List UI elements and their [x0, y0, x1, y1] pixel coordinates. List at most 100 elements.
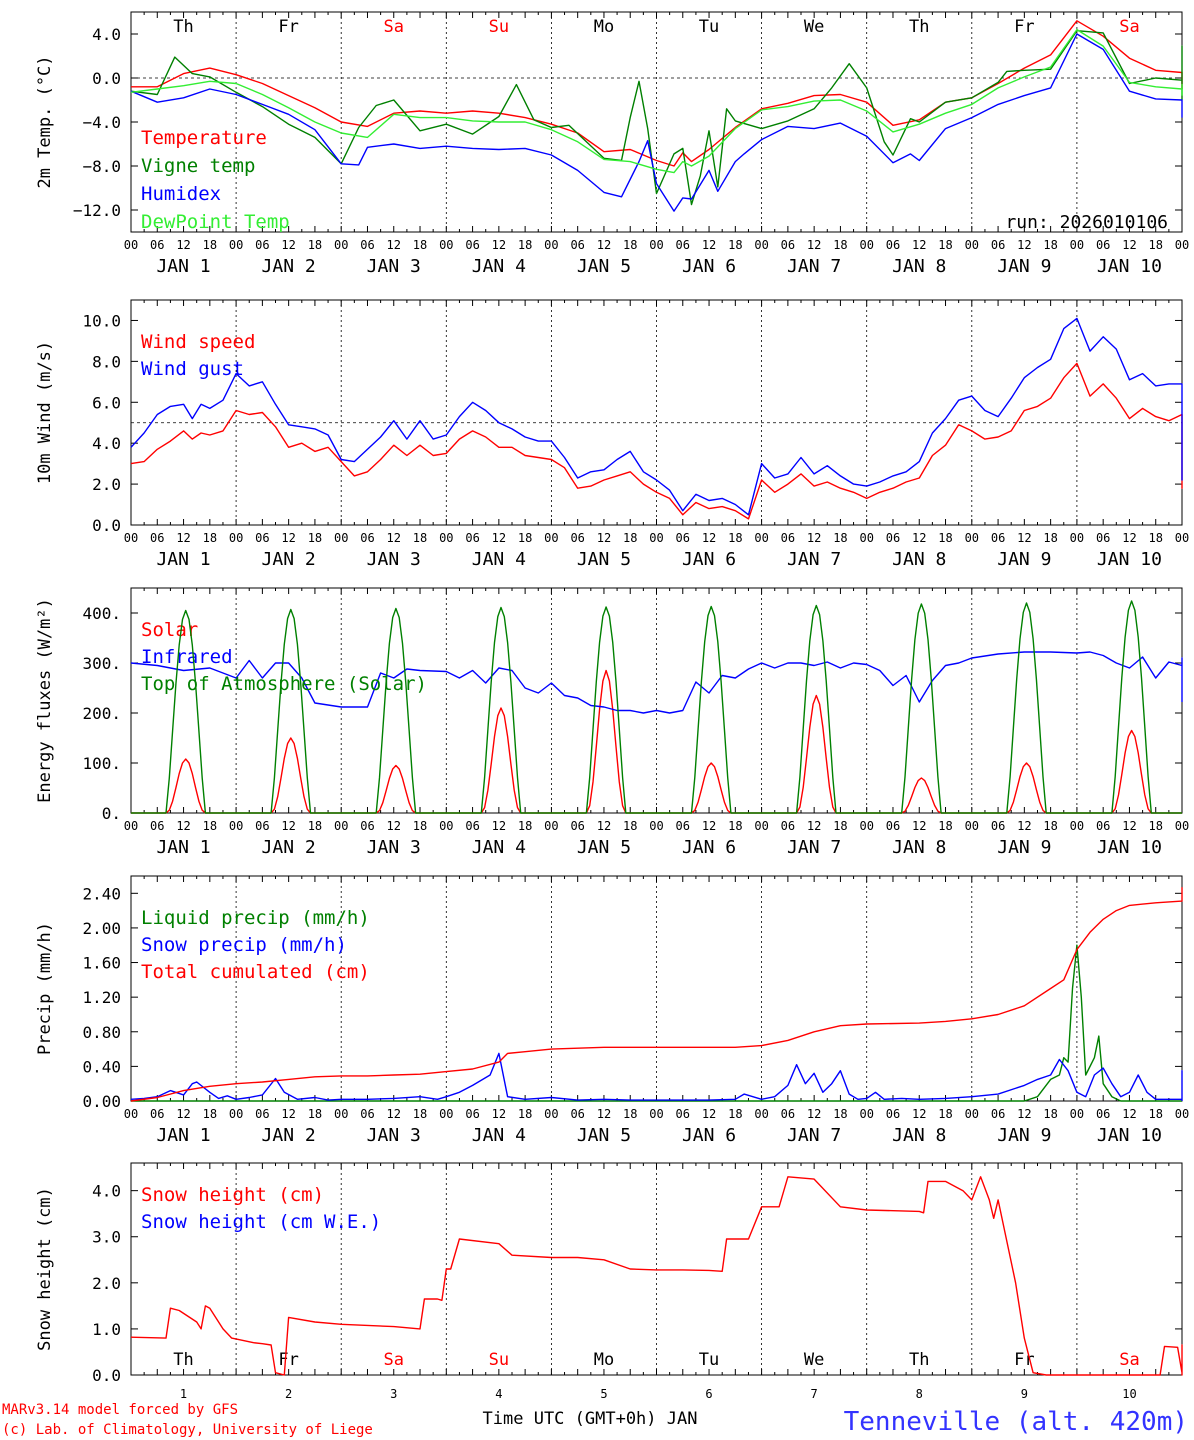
temp-hour-label: 06 [676, 238, 690, 252]
precip-hour-label: 06 [781, 1107, 795, 1121]
energy-day-label: JAN 1 [156, 837, 210, 858]
wind-hour-label: 06 [676, 531, 690, 545]
wind-hour-label: 12 [1017, 531, 1031, 545]
energy-hour-label: 12 [702, 819, 716, 833]
wind-hour-label: 18 [1043, 531, 1057, 545]
wind-hour-label: 12 [492, 531, 506, 545]
energy-hour-label: 00 [859, 819, 873, 833]
precip-hour-label: 06 [1096, 1107, 1110, 1121]
temp-hour-label: 00 [965, 238, 979, 252]
snow-weekday: Th [173, 1350, 193, 1370]
temp-hour-label: 06 [991, 238, 1005, 252]
temp-series-temperature [131, 20, 1183, 167]
precip-legend-total-cumulated: Total cumulated (cm) [141, 961, 370, 983]
precip-legend-liquid-precip: Liquid precip (mm/h) [141, 907, 370, 929]
temp-weekday: Fr [278, 17, 298, 37]
temp-hour-label: 12 [387, 238, 401, 252]
temp-day-label: JAN 7 [787, 256, 841, 277]
wind-day-label: JAN 2 [262, 549, 316, 570]
snow-day-number: 5 [600, 1387, 607, 1401]
energy-hour-label: 18 [1043, 819, 1057, 833]
wind-hour-label: 12 [807, 531, 821, 545]
energy-hour-label: 12 [912, 819, 926, 833]
temp-hour-label: 12 [492, 238, 506, 252]
snow-ytick-label: 2.0 [92, 1274, 121, 1293]
energy-hour-label: 06 [570, 819, 584, 833]
precip-hour-label: 06 [255, 1107, 269, 1121]
snow-ytick-label: 4.0 [92, 1182, 121, 1201]
wind-day-label: JAN 1 [156, 549, 210, 570]
energy-hour-label: 00 [965, 819, 979, 833]
temp-hour-label: 06 [1096, 238, 1110, 252]
energy-hour-label: 06 [360, 819, 374, 833]
snow-day-number: 6 [705, 1387, 712, 1401]
footer-line1: MARv3.14 model forced by GFS [2, 1402, 238, 1418]
energy-series-infrared [130, 651, 1183, 714]
energy-hour-label: 12 [387, 819, 401, 833]
wind-hour-label: 12 [176, 531, 190, 545]
precip-ylabel: Precip (mm/h) [35, 922, 55, 1055]
energy-hour-label: 00 [754, 819, 768, 833]
energy-hour-label: 12 [597, 819, 611, 833]
temp-day-label: JAN 10 [1097, 256, 1162, 277]
wind-hour-label: 06 [255, 531, 269, 545]
temp-hour-label: 18 [938, 238, 952, 252]
energy-legend-infrared: Infrared [141, 646, 233, 668]
precip-day-label: JAN 9 [997, 1125, 1051, 1146]
wind-day-label: JAN 10 [1097, 549, 1162, 570]
temp-weekday: Su [489, 17, 509, 37]
temp-day-label: JAN 6 [682, 256, 736, 277]
temp-day-label: JAN 5 [577, 256, 631, 277]
wind-hour-label: 12 [912, 531, 926, 545]
temp-ytick-label: −4.0 [82, 113, 121, 132]
temp-hour-label: 00 [439, 238, 453, 252]
wind-hour-label: 00 [544, 531, 558, 545]
temp-hour-label: 06 [465, 238, 479, 252]
temp-hour-label: 00 [124, 238, 138, 252]
wind-hour-label: 06 [465, 531, 479, 545]
precip-day-label: JAN 7 [787, 1125, 841, 1146]
temp-day-label: JAN 3 [367, 256, 421, 277]
precip-day-label: JAN 4 [472, 1125, 526, 1146]
temp-weekday: Th [909, 17, 929, 37]
precip-ytick-label: 0.80 [82, 1023, 121, 1042]
energy-ytick-label: 300. [82, 654, 121, 673]
energy-hour-label: 00 [649, 819, 663, 833]
temp-hour-label: 12 [702, 238, 716, 252]
temp-hour-label: 00 [334, 238, 348, 252]
temp-legend-humidex: Humidex [141, 183, 221, 205]
precip-hour-label: 18 [203, 1107, 217, 1121]
energy-hour-label: 06 [465, 819, 479, 833]
precip-hour-label: 12 [912, 1107, 926, 1121]
precip-day-label: JAN 10 [1097, 1125, 1162, 1146]
wind-hour-label: 00 [859, 531, 873, 545]
energy-hour-label: 00 [334, 819, 348, 833]
snow-day-number: 1 [180, 1387, 187, 1401]
wind-day-label: JAN 5 [577, 549, 631, 570]
snow-weekday: Mo [594, 1350, 614, 1370]
wind-ytick-label: 6.0 [92, 393, 121, 412]
energy-day-label: JAN 9 [997, 837, 1051, 858]
precip-panel: 2.40 2.00 1.60 1.20 0.80 0.40 0.00 Precip (mm/h… [35, 875, 1189, 1146]
temp-hour-label: 18 [623, 238, 637, 252]
precip-hour-label: 00 [544, 1107, 558, 1121]
temp-ytick-label: −12.0 [73, 201, 121, 220]
energy-hour-label: 06 [991, 819, 1005, 833]
temp-weekday: Th [173, 17, 193, 37]
energy-hour-label: 18 [938, 819, 952, 833]
temp-hour-label: 00 [859, 238, 873, 252]
temp-hour-label: 12 [807, 238, 821, 252]
wind-hour-label: 12 [387, 531, 401, 545]
temp-hour-label: 00 [544, 238, 558, 252]
precip-hour-label: 18 [518, 1107, 532, 1121]
precip-hour-label: 00 [1070, 1107, 1084, 1121]
precip-day-label: JAN 8 [892, 1125, 946, 1146]
wind-day-label: JAN 7 [787, 549, 841, 570]
wind-hour-label: 12 [1122, 531, 1136, 545]
wind-hour-label: 18 [413, 531, 427, 545]
energy-hour-label: 00 [544, 819, 558, 833]
wind-hour-label: 18 [203, 531, 217, 545]
precip-ytick-label: 1.60 [82, 954, 121, 973]
wind-hour-label: 18 [518, 531, 532, 545]
